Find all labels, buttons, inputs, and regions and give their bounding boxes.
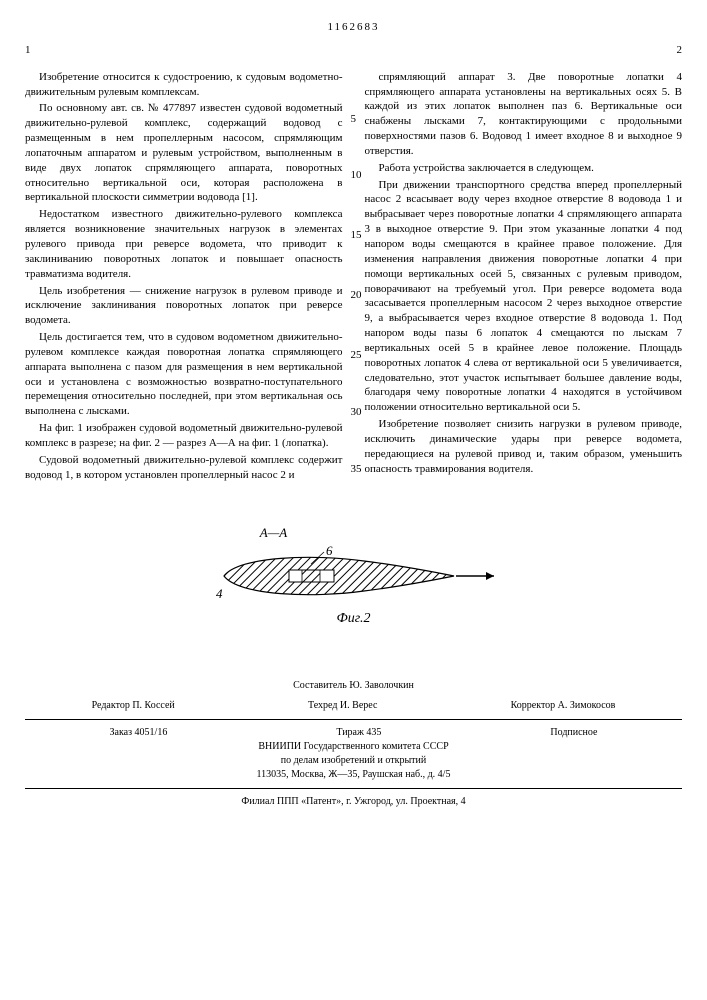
page-numbers: 1 2 [25,43,682,58]
ref-4: 4 [216,586,223,601]
subscription: Подписное [550,726,597,740]
editor: Редактор П. Коссей [92,699,175,713]
line-number-gutter: 5 10 15 20 25 30 35 [351,70,363,485]
section-label: A—A [260,524,287,542]
ref-6: 6 [326,546,333,558]
text-columns: Изобретение относится к судостроению, к … [25,70,682,485]
para: Судовой водометный движительно-рулевой к… [25,453,343,483]
order-number: Заказ 4051/16 [110,726,168,740]
line-num: 25 [351,348,362,363]
axis-in-slot [302,570,320,582]
line-num: 35 [351,462,362,477]
para: спрямляющий аппарат 3. Две поворотные ло… [365,70,683,159]
para: Изобретение позволяет снизить нагрузки в… [365,417,683,476]
line-num: 10 [351,168,362,183]
credits-block: Составитель Ю. Заволочкин Редактор П. Ко… [25,679,682,809]
blade-cross-section-svg: 4 6 [194,546,514,606]
flow-arrow-head [486,572,494,580]
doc-number: 1162683 [25,20,682,35]
para: Изобретение относится к судостроению, к … [25,70,343,100]
org-line-1: ВНИИПИ Государственного комитета СССР [25,740,682,754]
blade-outline [224,557,454,594]
figure-2: A—A 4 6 Фиг.2 [25,524,682,628]
para: Работа устройства заключается в следующе… [365,161,683,176]
para: На фиг. 1 изображен судовой водометный д… [25,421,343,451]
para: По основному авт. св. № 477897 известен … [25,101,343,205]
line-num: 5 [351,112,357,127]
para: При движении транспортного средства впер… [365,178,683,416]
address-1: 113035, Москва, Ж—35, Раушская наб., д. … [25,768,682,782]
page-right: 2 [677,43,683,58]
address-2: Филиал ППП «Патент», г. Ужгород, ул. Про… [25,795,682,809]
page-left: 1 [25,43,31,58]
line-num: 20 [351,288,362,303]
para: Цель достигается тем, что в судовом водо… [25,330,343,419]
para: Недостатком известного движительно-рулев… [25,207,343,281]
divider [25,719,682,720]
line-num: 30 [351,405,362,420]
compiler: Составитель Ю. Заволочкин [25,679,682,693]
left-column: Изобретение относится к судостроению, к … [25,70,343,485]
right-column: 5 10 15 20 25 30 35 спрямляющий аппарат … [365,70,683,485]
org-line-2: по делам изобретений и открытий [25,754,682,768]
divider [25,788,682,789]
line-num: 15 [351,228,362,243]
tirage: Тираж 435 [336,726,381,740]
tech-editor: Техред И. Верес [308,699,377,713]
para: Цель изобретения — снижение нагрузок в р… [25,284,343,329]
corrector: Корректор А. Зимокосов [511,699,616,713]
figure-caption: Фиг.2 [25,610,682,629]
